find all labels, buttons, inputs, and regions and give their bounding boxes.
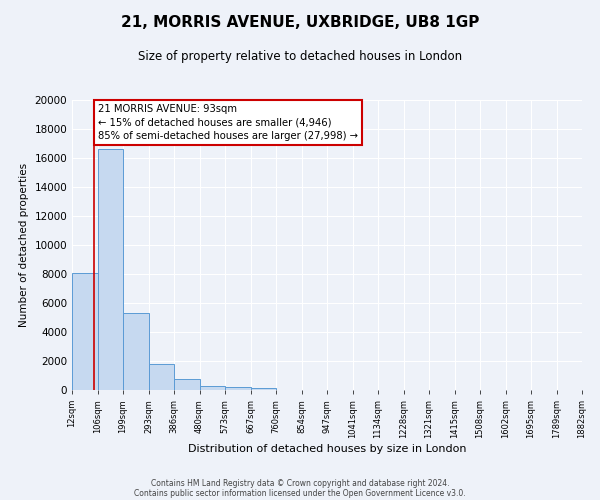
Bar [72,272,97,390]
Bar [225,387,251,390]
Bar [97,150,123,390]
Bar [123,313,149,390]
Bar [199,386,225,390]
Text: 21 MORRIS AVENUE: 93sqm
← 15% of detached houses are smaller (4,946)
85% of semi: 21 MORRIS AVENUE: 93sqm ← 15% of detache… [98,104,358,141]
X-axis label: Distribution of detached houses by size in London: Distribution of detached houses by size … [188,444,466,454]
Text: Contains HM Land Registry data © Crown copyright and database right 2024.: Contains HM Land Registry data © Crown c… [151,478,449,488]
Bar [174,379,199,390]
Bar [251,388,276,390]
Y-axis label: Number of detached properties: Number of detached properties [19,163,29,327]
Text: 21, MORRIS AVENUE, UXBRIDGE, UB8 1GP: 21, MORRIS AVENUE, UXBRIDGE, UB8 1GP [121,15,479,30]
Text: Contains public sector information licensed under the Open Government Licence v3: Contains public sector information licen… [134,488,466,498]
Bar [149,364,174,390]
Text: Size of property relative to detached houses in London: Size of property relative to detached ho… [138,50,462,63]
